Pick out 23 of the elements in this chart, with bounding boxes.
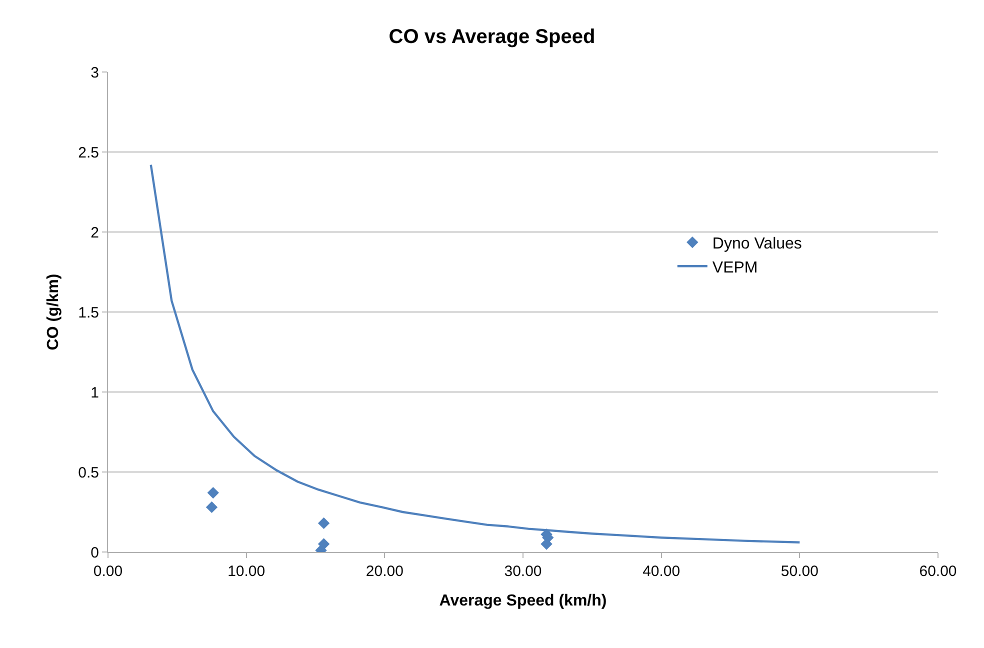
y-tick-label: 3 <box>90 64 99 82</box>
x-tick-label: 30.00 <box>504 563 542 580</box>
x-tick-label: 20.00 <box>366 563 404 580</box>
line-series <box>150 164 801 544</box>
x-tick-label: 40.00 <box>642 563 680 580</box>
y-tick-label: 0 <box>90 544 99 562</box>
x-tick-label: 50.00 <box>780 563 818 580</box>
x-axis-title: Average Speed (km/h) <box>439 592 607 610</box>
point <box>318 517 330 530</box>
y-tick-label: 0.5 <box>78 464 99 482</box>
y-tick-label: 1 <box>90 384 99 402</box>
x-tick-label: 0.00 <box>93 563 123 580</box>
legend-label: VEPM <box>712 259 758 276</box>
y-tick-label: 1.5 <box>78 304 99 322</box>
point <box>206 501 218 514</box>
x-tick-label: 10.00 <box>228 563 266 580</box>
y-axis-title: CO (g/km) <box>45 274 62 350</box>
point <box>207 486 219 499</box>
y-tick-label: 2 <box>90 224 99 242</box>
x-tick-label: 60.00 <box>919 563 957 580</box>
legend-label: Dyno Values <box>712 236 802 253</box>
y-tick-label: 2.5 <box>78 144 99 162</box>
chart-title: CO vs Average Speed <box>388 26 596 48</box>
